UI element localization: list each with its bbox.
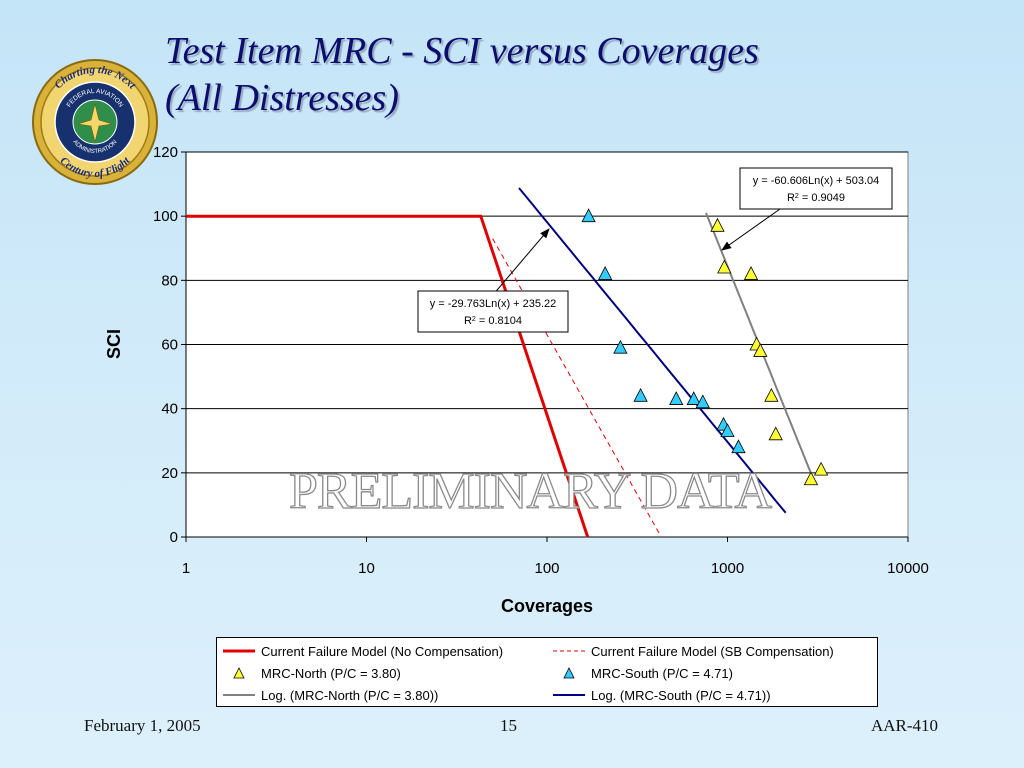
x-tick-label: 100 [534, 560, 559, 577]
legend-label: Current Failure Model (SB Compensation) [591, 643, 834, 659]
legend-swatch-dashed-red [553, 650, 585, 652]
equation-text: y = -29.763Ln(x) + 235.22 [430, 298, 557, 310]
data-point-triangle [598, 266, 613, 280]
legend-swatch-cyan-triangle [563, 667, 575, 679]
faa-logo: Charting the Next Century of Flight FEDE… [32, 59, 158, 185]
legend-item-north-fit: Log. (MRC-North (P/C = 3.80)) [221, 685, 438, 705]
y-tick-label: 60 [161, 337, 178, 354]
series-line-0 [186, 214, 590, 538]
legend-swatch-yellow-triangle [233, 667, 245, 679]
r-squared-text: R2 = 0.9049 [787, 192, 845, 204]
legend-swatch-navy-line [553, 694, 585, 696]
x-axis-title: Coverages [501, 596, 593, 616]
legend-item-mrc-north: MRC-North (P/C = 3.80) [221, 663, 401, 683]
y-tick-label: 40 [161, 401, 178, 418]
y-tick-label: 100 [153, 208, 178, 225]
trendline-5 [518, 187, 787, 514]
equation-box [739, 167, 893, 210]
data-point-triangle [720, 423, 735, 438]
y-tick-label: 20 [161, 465, 178, 482]
legend-label: Log. (MRC-South (P/C = 4.71)) [591, 687, 771, 703]
preliminary-watermark: PRELIMINARY DATA [289, 463, 772, 520]
equation-text: y = -60.606Ln(x) + 503.04 [753, 175, 880, 187]
data-point-triangle [803, 471, 819, 486]
footer-page-number: 15 [500, 716, 517, 735]
data-point-triangle [813, 461, 829, 476]
data-point-triangle [669, 391, 684, 405]
equation-box [417, 290, 569, 333]
legend-label: MRC-North (P/C = 3.80) [261, 665, 401, 681]
data-point-triangle [613, 339, 628, 354]
footer-date: February 1, 2005 [84, 716, 201, 735]
data-point-triangle [717, 259, 732, 274]
x-tick-label: 1 [182, 560, 190, 577]
y-tick-label: 0 [170, 529, 178, 546]
x-tick-label: 10 [358, 560, 375, 577]
data-point-triangle [710, 217, 725, 232]
legend-item-current-model: Current Failure Model (No Compensation) [221, 641, 503, 661]
data-point-triangle [731, 439, 746, 454]
data-point-triangle [753, 343, 768, 357]
x-tick-label: 1000 [711, 560, 744, 577]
footer-code: AAR-410 [870, 716, 938, 735]
legend-label: Log. (MRC-North (P/C = 3.80)) [261, 687, 439, 703]
slide-title-line1: Test Item MRC - SCI versus Coverages [165, 30, 759, 72]
data-point-triangle [764, 387, 779, 402]
annotation-arrow [491, 228, 550, 297]
data-point-triangle [633, 387, 648, 402]
data-point-triangle [743, 266, 759, 280]
data-point-triangle [768, 426, 783, 441]
slide-title: Test Item MRC - SCI versus Coverages (Al… [165, 28, 985, 122]
x-tick-label: 10000 [887, 560, 929, 577]
series-line-1 [492, 238, 662, 538]
data-point-triangle [686, 391, 701, 405]
annotation-arrow [721, 208, 781, 251]
legend-swatch-solid-red [223, 649, 255, 653]
legend-label: MRC-South (P/C = 4.71) [591, 665, 733, 681]
chart-legend: Current Failure Model (No Compensation) … [216, 637, 878, 707]
y-tick-label: 120 [153, 144, 178, 161]
slide-title-line2: (All Distresses) [165, 77, 399, 119]
r-squared-text: R2 = 0.8104 [464, 315, 522, 327]
legend-item-mrc-south: MRC-South (P/C = 4.71) [551, 663, 733, 683]
data-point-triangle [581, 208, 596, 223]
legend-item-sb-model: Current Failure Model (SB Compensation) [551, 641, 834, 661]
legend-swatch-gray-line [223, 694, 255, 696]
legend-item-south-fit: Log. (MRC-South (P/C = 4.71)) [551, 685, 771, 705]
data-point-triangle [695, 394, 710, 409]
y-tick-label: 80 [161, 272, 178, 289]
legend-label: Current Failure Model (No Compensation) [261, 643, 504, 659]
y-axis-title: SCI [104, 329, 124, 359]
